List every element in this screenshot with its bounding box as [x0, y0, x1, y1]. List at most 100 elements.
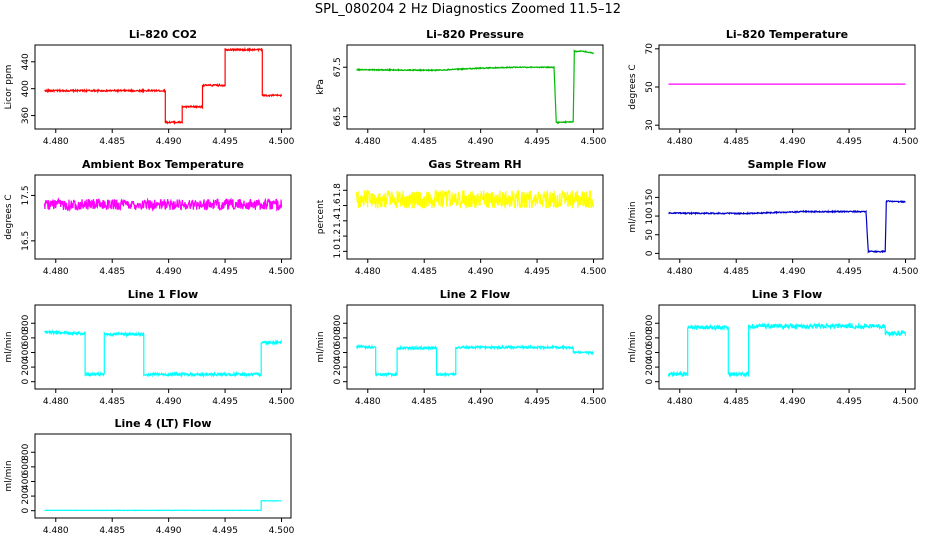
chart-panel-2: Li–820 Pressure kPa 4.480 4.485 4.490 4.495 4.…	[316, 28, 607, 147]
y-tick-label: 600	[333, 329, 343, 346]
plot-frame	[346, 174, 604, 260]
y-tick-label: 800	[21, 314, 31, 331]
y-tick-label: 66.5	[333, 107, 343, 127]
x-tick-label: 4.500	[893, 267, 919, 277]
y-tick-label: 200	[645, 358, 655, 375]
x-tick-label: 4.480	[667, 267, 693, 277]
y-tick-label: 400	[21, 473, 31, 490]
data-series-line	[44, 46, 283, 125]
x-tick-label: 4.480	[43, 526, 69, 536]
chart-title: Li–820 Pressure	[426, 28, 524, 41]
y-axis-label: degrees C	[4, 194, 14, 239]
y-tick-label: 400	[21, 344, 31, 361]
y-tick-label: 16.5	[21, 231, 31, 251]
y-tick-label: 50	[645, 229, 655, 241]
y-tick-label: 200	[333, 358, 343, 375]
x-tick-label: 4.480	[667, 397, 693, 407]
chart-panel-7: Line 1 Flow ml/min 4.480 4.485 4.490 4.495 4.5…	[4, 288, 295, 407]
chart-panel-5: Gas Stream RH percent 4.480 4.485 4.490 4.495…	[316, 158, 607, 277]
data-series-line	[355, 188, 595, 209]
chart-title: Line 2 Flow	[440, 288, 510, 301]
chart-panel-4: Ambient Box Temperature degrees C 4.480 4.4…	[4, 158, 295, 277]
chart-panel-10: Line 4 (LT) Flow ml/min 4.480 4.485 4.490 4.4…	[4, 417, 295, 536]
y-tick-label: 600	[645, 329, 655, 346]
x-tick-label: 4.495	[524, 397, 550, 407]
x-tick-label: 4.485	[411, 267, 437, 277]
x-tick-label: 4.490	[468, 137, 494, 147]
y-tick-label: 1.8	[333, 183, 343, 198]
y-tick-label: 0	[645, 379, 655, 385]
x-tick-label: 4.495	[524, 137, 550, 147]
x-tick-label: 4.485	[99, 267, 125, 277]
x-tick-label: 4.490	[156, 267, 182, 277]
plot-frame	[34, 174, 292, 260]
x-tick-label: 4.495	[836, 397, 862, 407]
x-tick-label: 4.500	[269, 267, 295, 277]
plot-frame	[346, 44, 604, 130]
chart-panel-1: Li–820 CO2 Licor ppm 4.480 4.485 4.490 4.495 4…	[4, 28, 295, 147]
data-series-line	[356, 49, 595, 125]
y-tick-label: 400	[645, 344, 655, 361]
x-tick-label: 4.495	[212, 137, 238, 147]
chart-title: Line 4 (LT) Flow	[115, 417, 212, 430]
x-tick-label: 4.490	[156, 397, 182, 407]
x-tick-label: 4.495	[212, 526, 238, 536]
chart-title: Gas Stream RH	[428, 158, 521, 171]
y-axis-label: ml/min	[4, 331, 14, 362]
x-tick-label: 4.495	[836, 137, 862, 147]
y-axis-label: ml/min	[4, 460, 14, 491]
y-tick-label: 1.6	[333, 198, 343, 213]
x-tick-label: 4.500	[269, 397, 295, 407]
y-tick-label: 1.4	[333, 213, 343, 228]
y-tick-label: 67.5	[333, 57, 343, 77]
x-tick-label: 4.500	[893, 137, 919, 147]
y-tick-label: 150	[645, 189, 655, 206]
y-axis-label: Licor ppm	[4, 65, 14, 110]
y-tick-label: 1.2	[333, 229, 343, 243]
chart-panel-6: Sample Flow ml/min 4.480 4.485 4.490 4.495 4.5…	[628, 158, 919, 277]
x-tick-label: 4.495	[836, 267, 862, 277]
y-tick-label: 800	[21, 443, 31, 460]
y-axis-label: kPa	[316, 79, 326, 95]
chart-title: Ambient Box Temperature	[82, 158, 244, 171]
data-series-line	[668, 199, 906, 254]
y-tick-label: 17.5	[21, 185, 31, 205]
plot-frame	[658, 304, 916, 390]
x-tick-label: 4.490	[780, 137, 806, 147]
y-tick-label: 70	[645, 43, 655, 55]
data-series-line	[667, 322, 907, 378]
plot-frame	[34, 44, 292, 130]
chart-title: Li–820 CO2	[129, 28, 197, 41]
x-tick-label: 4.480	[355, 267, 381, 277]
figure-title: SPL_080204 2 Hz Diagnostics Zoomed 11.5–…	[314, 2, 622, 17]
x-tick-label: 4.500	[269, 137, 295, 147]
x-tick-label: 4.500	[581, 267, 607, 277]
x-tick-label: 4.485	[723, 267, 749, 277]
chart-title: Li–820 Temperature	[726, 28, 848, 41]
x-tick-label: 4.490	[780, 397, 806, 407]
x-tick-label: 4.490	[780, 267, 806, 277]
y-tick-label: 0	[21, 379, 31, 385]
x-tick-label: 4.495	[524, 267, 550, 277]
data-series-line	[44, 500, 282, 512]
chart-panel-8: Line 2 Flow ml/min 4.480 4.485 4.490 4.495 4.5…	[316, 288, 607, 407]
x-tick-label: 4.485	[99, 526, 125, 536]
x-tick-label: 4.490	[468, 267, 494, 277]
y-tick-label: 30	[645, 119, 655, 131]
plot-frame	[346, 304, 604, 390]
y-tick-label: 100	[645, 207, 655, 224]
x-tick-label: 4.485	[411, 137, 437, 147]
x-tick-label: 4.500	[581, 397, 607, 407]
y-tick-label: 800	[333, 314, 343, 331]
y-tick-label: 440	[21, 53, 31, 70]
data-series-line	[355, 343, 594, 378]
y-tick-label: 0	[21, 508, 31, 514]
y-tick-label: 200	[21, 487, 31, 504]
data-series-line	[43, 197, 283, 213]
y-tick-label: 600	[21, 329, 31, 346]
x-tick-label: 4.480	[355, 137, 381, 147]
data-series-line	[44, 328, 283, 378]
plot-frame	[658, 174, 916, 260]
